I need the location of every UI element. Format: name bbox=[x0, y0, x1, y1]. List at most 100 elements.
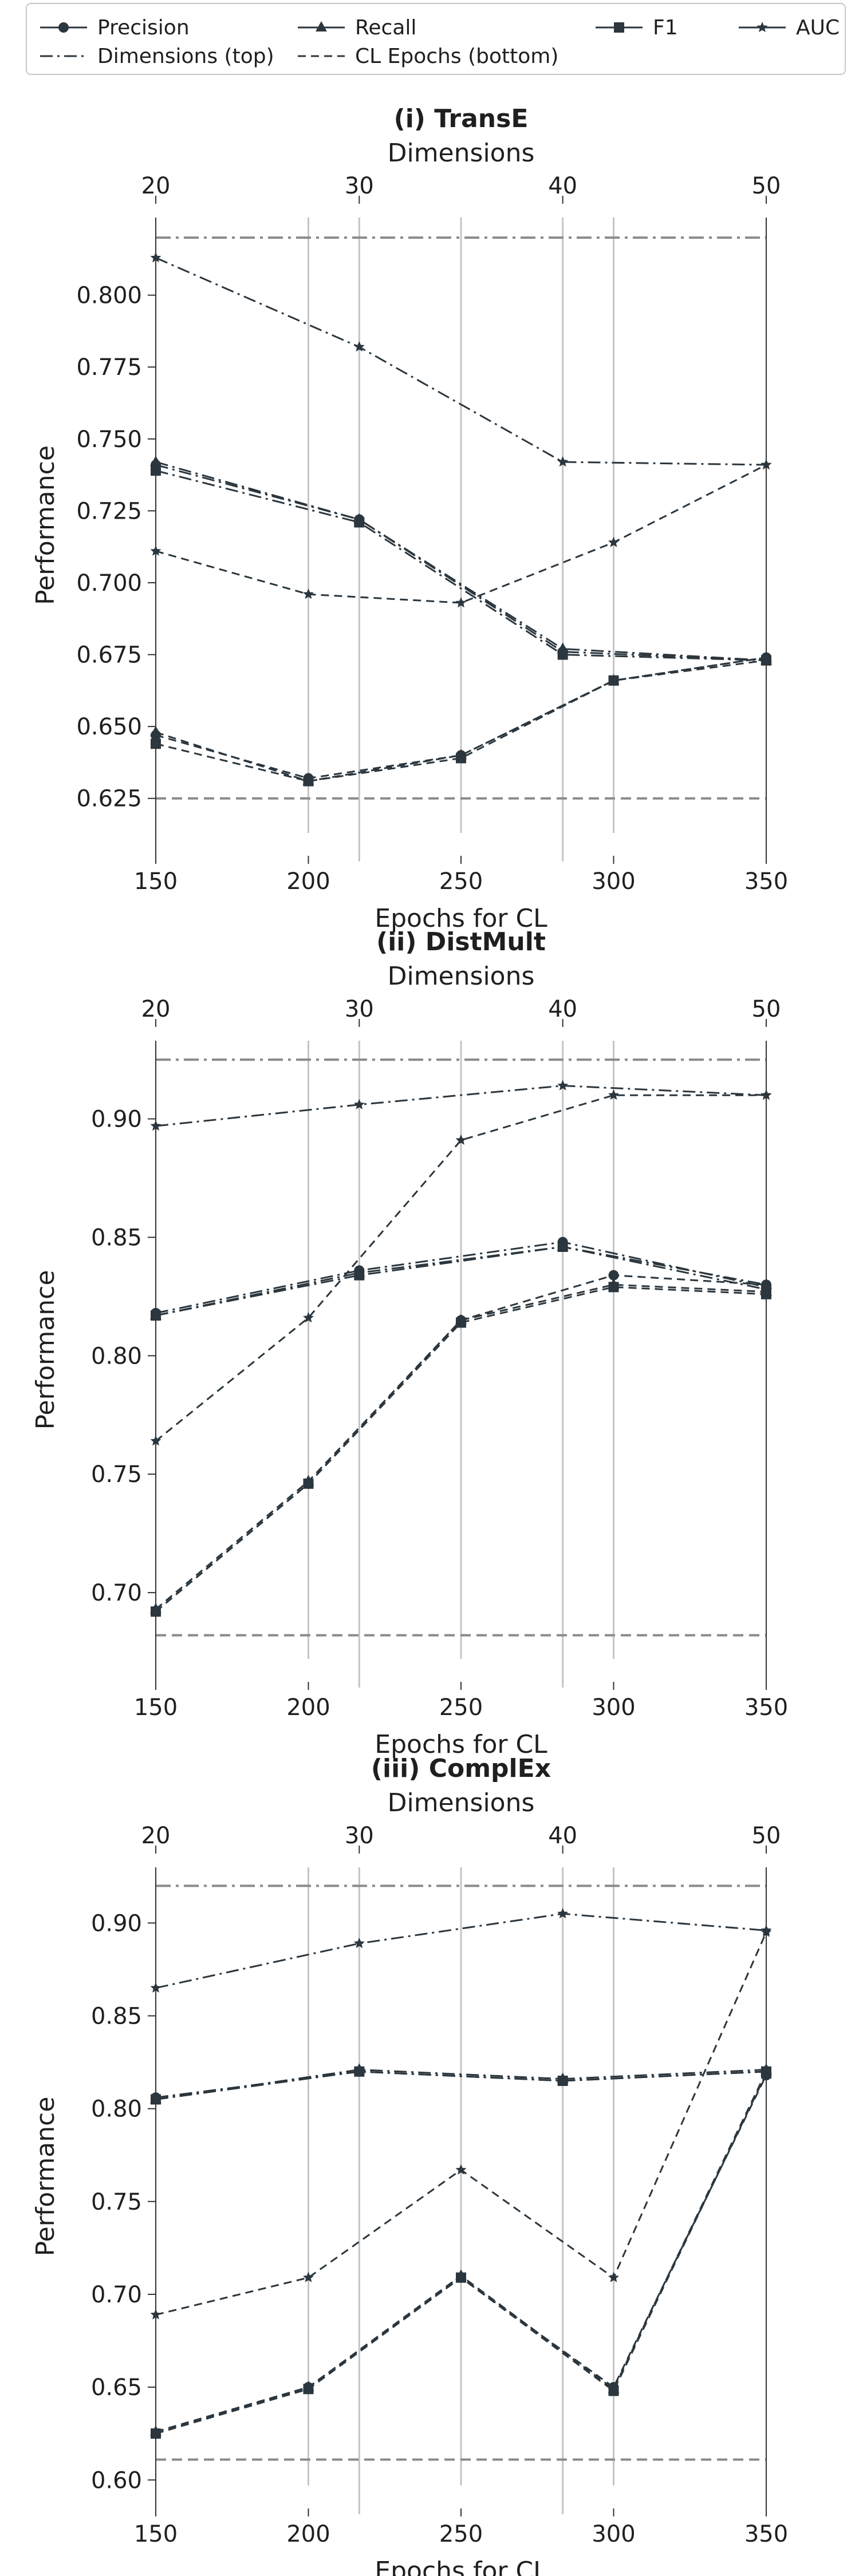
y-tick-label: 0.650 bbox=[76, 714, 142, 740]
point-epochs-auc bbox=[455, 1134, 467, 1145]
legend-label-auc: AUC bbox=[796, 16, 840, 39]
x-tick-label: 200 bbox=[286, 2521, 330, 2547]
series-dims-recall bbox=[155, 461, 767, 662]
top-tick-label: 50 bbox=[752, 996, 781, 1022]
series-dims-auc bbox=[155, 1913, 767, 1989]
point-dims-auc bbox=[353, 1099, 365, 1109]
y-tick-label: 0.675 bbox=[76, 642, 142, 669]
y-tick-label: 0.75 bbox=[91, 1461, 142, 1488]
x-axis-label: Epochs for CL bbox=[375, 2557, 547, 2576]
series-dims-precision bbox=[155, 464, 767, 662]
top-tick-label: 40 bbox=[548, 173, 577, 199]
point-dims-f1 bbox=[354, 2066, 365, 2077]
point-epochs-precision bbox=[761, 1279, 771, 1290]
y-tick-label: 0.625 bbox=[76, 786, 142, 812]
legend-label-recall: Recall bbox=[355, 16, 416, 39]
legend-marker-auc bbox=[756, 22, 768, 33]
point-dims-f1 bbox=[354, 517, 365, 528]
top-tick-label: 20 bbox=[141, 173, 171, 199]
panel-transe: (i) TransE Dimensions 0.625 0.650 0.675 0.700… bbox=[31, 104, 788, 933]
point-epochs-auc bbox=[150, 1435, 161, 1446]
point-epochs-f1 bbox=[608, 2385, 619, 2396]
point-epochs-auc bbox=[303, 1312, 314, 1323]
series-dims-f1 bbox=[155, 469, 767, 662]
point-dims-auc bbox=[150, 252, 161, 263]
x-tick-label: 350 bbox=[744, 2521, 788, 2547]
legend-label-f1: F1 bbox=[653, 16, 678, 39]
y-tick-label: 0.60 bbox=[91, 2467, 142, 2494]
legend-marker-precision bbox=[58, 22, 69, 33]
y-axis-label: Performance bbox=[31, 445, 60, 605]
point-epochs-f1 bbox=[761, 2068, 771, 2079]
series-epochs-precision bbox=[155, 657, 767, 780]
x-tick-label: 300 bbox=[592, 2521, 635, 2547]
y-tick-label: 0.70 bbox=[91, 2282, 142, 2308]
panel-complex: (iii) ComplEx Dimensions 0.60 0.65 0.70 0.75 0… bbox=[31, 1754, 788, 2576]
point-dims-f1 bbox=[557, 1242, 568, 1252]
point-dims-f1 bbox=[557, 2075, 568, 2086]
legend: Precision Recall F1 AUC Dimensions (top) CL E… bbox=[26, 3, 846, 75]
point-epochs-f1 bbox=[456, 753, 466, 764]
point-epochs-auc bbox=[608, 536, 619, 547]
point-epochs-auc bbox=[303, 588, 314, 599]
point-epochs-f1 bbox=[151, 1606, 161, 1617]
chart-title: (ii) DistMult bbox=[376, 927, 546, 957]
point-epochs-auc bbox=[455, 597, 467, 608]
x-tick-label: 250 bbox=[439, 2521, 483, 2547]
point-epochs-f1 bbox=[303, 2384, 314, 2395]
top-tick-label: 30 bbox=[345, 1823, 374, 1849]
series-epochs-auc bbox=[155, 464, 767, 604]
point-dims-auc bbox=[557, 1080, 569, 1091]
point-epochs-f1 bbox=[151, 2428, 161, 2439]
point-epochs-auc bbox=[761, 1089, 772, 1100]
point-dims-f1 bbox=[151, 1310, 161, 1321]
x-tick-label: 150 bbox=[134, 2521, 178, 2547]
y-tick-label: 0.85 bbox=[91, 2003, 142, 2029]
point-epochs-f1 bbox=[456, 2272, 466, 2283]
point-epochs-auc bbox=[761, 1926, 772, 1937]
point-epochs-auc bbox=[761, 459, 772, 470]
x-tick-label: 200 bbox=[286, 868, 330, 895]
x-tick-label: 300 bbox=[592, 868, 635, 895]
point-epochs-f1 bbox=[608, 675, 619, 686]
point-epochs-f1 bbox=[151, 738, 161, 749]
top-axis-label: Dimensions bbox=[388, 962, 535, 991]
legend-marker-f1 bbox=[614, 22, 624, 33]
legend-frame bbox=[26, 3, 846, 75]
top-tick-label: 20 bbox=[141, 996, 171, 1022]
series-epochs-recall bbox=[155, 657, 767, 783]
legend-label-precision: Precision bbox=[97, 16, 190, 39]
point-dims-f1 bbox=[354, 1270, 365, 1281]
y-axis-label: Performance bbox=[31, 2097, 60, 2257]
top-tick-label: 40 bbox=[548, 996, 577, 1022]
point-epochs-auc bbox=[150, 545, 161, 556]
x-tick-label: 300 bbox=[592, 1694, 635, 1721]
series-dims-recall bbox=[155, 2068, 767, 2100]
point-dims-auc bbox=[557, 456, 569, 467]
point-dims-auc bbox=[150, 1120, 161, 1131]
top-tick-label: 30 bbox=[345, 996, 374, 1022]
top-tick-label: 40 bbox=[548, 1823, 577, 1849]
series-dims-f1 bbox=[155, 1246, 767, 1317]
point-epochs-auc bbox=[150, 2309, 161, 2320]
point-epochs-f1 bbox=[761, 655, 771, 666]
point-epochs-precision bbox=[608, 1270, 619, 1281]
point-epochs-recall bbox=[150, 726, 161, 737]
legend-marker-recall bbox=[316, 21, 327, 31]
x-tick-label: 200 bbox=[286, 1694, 330, 1721]
top-tick-label: 30 bbox=[345, 173, 374, 199]
series-dims-precision bbox=[155, 1241, 767, 1314]
series-dims-f1 bbox=[155, 2071, 767, 2100]
y-tick-label: 0.75 bbox=[91, 2189, 142, 2215]
series-epochs-recall bbox=[155, 1283, 767, 1610]
series-dims-auc bbox=[155, 256, 767, 466]
x-axis-label: Epochs for CL bbox=[375, 1730, 547, 1759]
y-tick-label: 0.725 bbox=[76, 498, 142, 524]
y-axis-label: Performance bbox=[31, 1270, 60, 1430]
point-dims-auc bbox=[353, 341, 365, 352]
point-dims-auc bbox=[557, 1908, 569, 1919]
x-tick-label: 250 bbox=[439, 868, 483, 895]
top-tick-label: 50 bbox=[752, 173, 781, 199]
y-tick-label: 0.65 bbox=[91, 2374, 142, 2401]
